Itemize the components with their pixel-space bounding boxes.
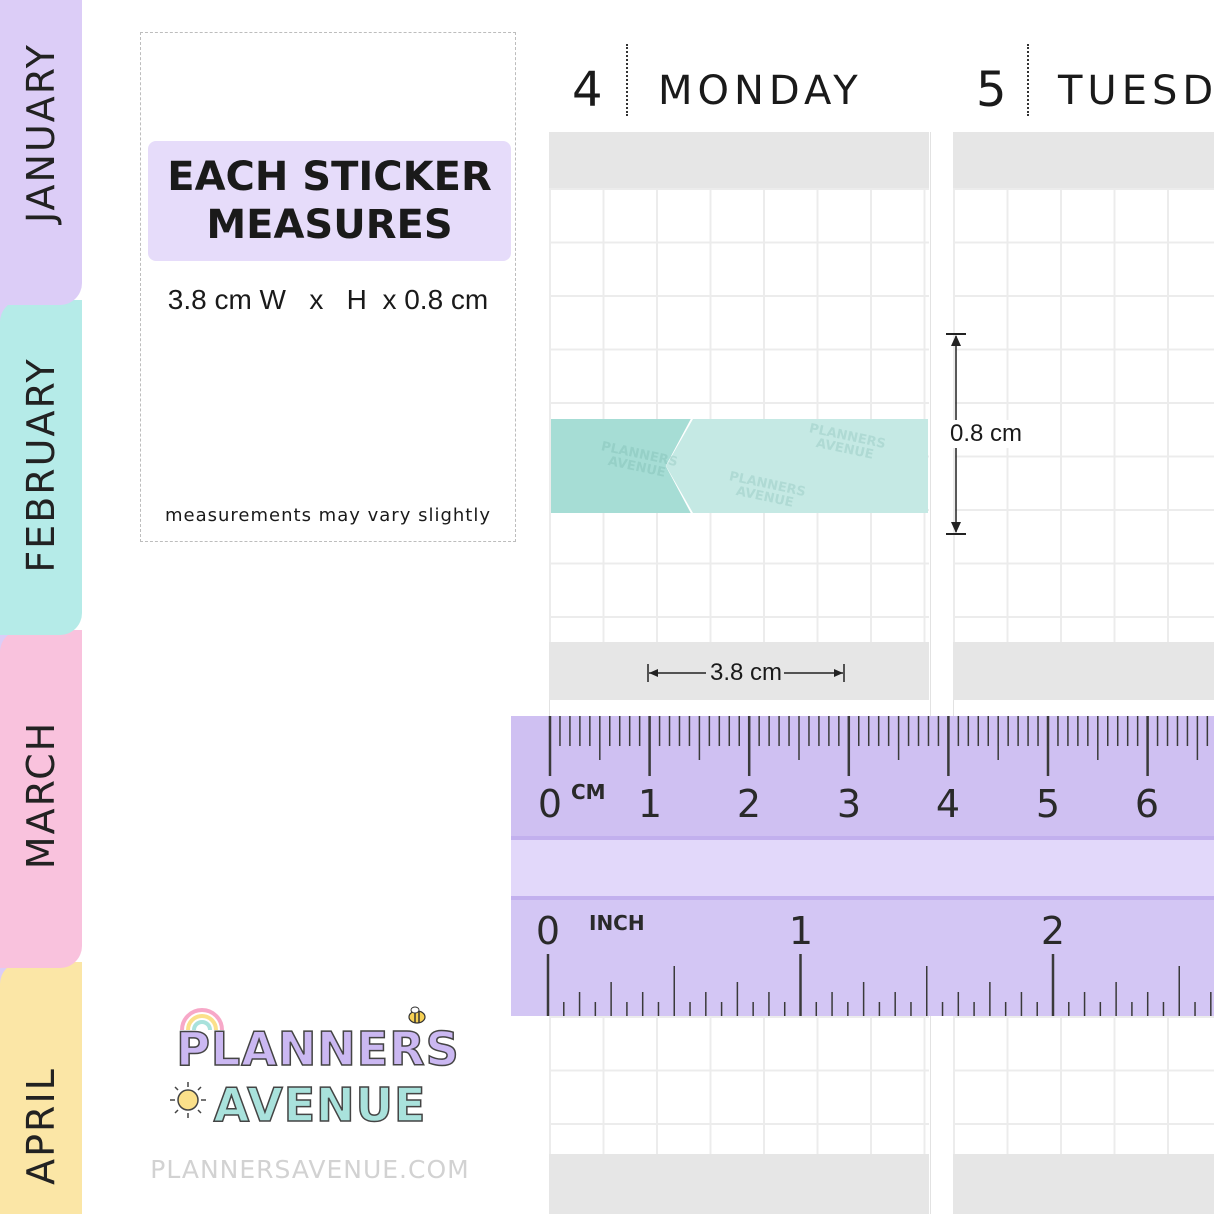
tuesday-bottom-band bbox=[953, 1154, 1214, 1214]
cm-number: 4 bbox=[935, 782, 961, 826]
month-tab-label: FEBRUARY bbox=[19, 357, 63, 573]
sticker-info-card bbox=[140, 32, 516, 542]
ruler[interactable]: 0 CM 1 2 3 4 5 6 0 INCH 1 2 bbox=[511, 716, 1214, 1016]
inch-unit-label: INCH bbox=[589, 911, 645, 935]
cm-unit-label: CM bbox=[571, 780, 606, 804]
month-tab-label: MARCH bbox=[19, 720, 63, 870]
cm-number: 2 bbox=[736, 782, 762, 826]
monday-bottom-band bbox=[549, 1154, 929, 1214]
cm-number: 0 bbox=[537, 782, 563, 826]
tuesday-grid[interactable] bbox=[953, 188, 1214, 642]
cm-number: 3 bbox=[836, 782, 862, 826]
tuesday-footer-band bbox=[953, 642, 1214, 700]
month-tab-january[interactable]: JANUARY bbox=[0, 0, 82, 305]
sticker-size-headline: EACH STICKER MEASURES bbox=[148, 141, 511, 261]
width-label: 3.8 cm bbox=[710, 659, 783, 686]
sticker-right-part bbox=[666, 419, 928, 513]
monday-footer-band bbox=[549, 642, 929, 700]
logo-line-1: PLANNERS bbox=[175, 1021, 460, 1077]
day-name: MONDAY bbox=[658, 68, 863, 114]
cm-number: 5 bbox=[1035, 782, 1061, 826]
day-name: TUESD bbox=[1058, 68, 1214, 114]
month-tab-label: APRIL bbox=[19, 1067, 63, 1185]
day-number: 5 bbox=[976, 62, 1007, 118]
inch-number: 0 bbox=[535, 909, 561, 953]
monday-header-band bbox=[549, 132, 929, 188]
width-dimension-arrow bbox=[647, 664, 845, 682]
cm-number: 6 bbox=[1134, 782, 1160, 826]
headline-line-1: EACH STICKER bbox=[167, 154, 492, 200]
tuesday-grid-lower[interactable] bbox=[953, 1016, 1214, 1154]
planners-avenue-logo: PLANNERS AVENUE bbox=[160, 1000, 490, 1140]
sticker-dimensions: 3.8 cm W x H x 0.8 cm bbox=[167, 284, 489, 315]
ruler-ticks bbox=[546, 716, 1212, 1016]
day-divider bbox=[1027, 44, 1029, 116]
rainbow-icon bbox=[180, 1008, 224, 1031]
cm-number: 1 bbox=[637, 782, 663, 826]
month-tab-february[interactable]: FEBRUARY bbox=[0, 300, 82, 635]
monday-grid-lower[interactable] bbox=[549, 1016, 929, 1154]
sun-icon bbox=[170, 1082, 206, 1118]
measurement-note: measurements may vary slightly bbox=[165, 505, 491, 526]
height-label: 0.8 cm bbox=[950, 420, 1023, 448]
headline-line-2: MEASURES bbox=[206, 202, 453, 248]
monday-grid[interactable] bbox=[549, 188, 929, 642]
day-number: 4 bbox=[572, 62, 603, 118]
month-tab-april[interactable]: APRIL bbox=[0, 962, 82, 1214]
inch-number: 2 bbox=[1040, 909, 1066, 953]
bee-icon bbox=[408, 1006, 426, 1024]
ruler-cm-band bbox=[511, 716, 1214, 838]
day-divider bbox=[626, 44, 628, 116]
inch-number: 1 bbox=[788, 909, 814, 953]
month-tab-march[interactable]: MARCH bbox=[0, 630, 82, 968]
ruler-divider bbox=[511, 896, 1214, 900]
logo-line-2: AVENUE bbox=[213, 1077, 427, 1133]
tuesday-header-band bbox=[953, 132, 1214, 188]
website-url[interactable]: PLANNERSAVENUE.COM bbox=[150, 1155, 470, 1184]
ruler-divider bbox=[511, 836, 1214, 840]
month-tab-label: JANUARY bbox=[19, 43, 63, 223]
ruler-inch-band bbox=[511, 898, 1214, 1016]
height-dimension-arrow bbox=[946, 333, 966, 535]
